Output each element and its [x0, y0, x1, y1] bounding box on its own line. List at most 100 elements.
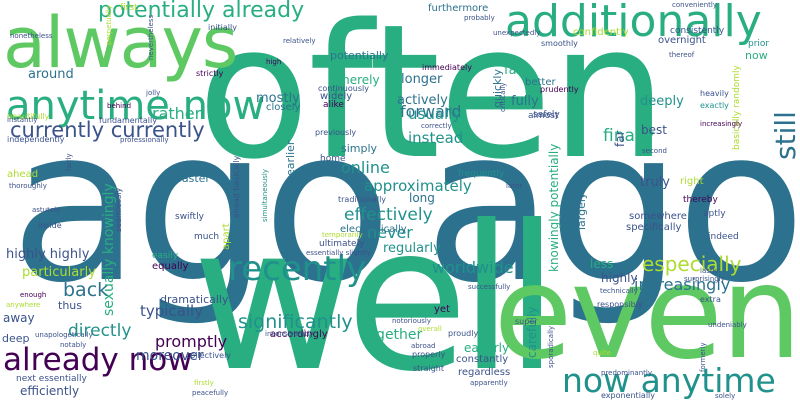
cloud-word: proudly: [448, 329, 479, 338]
cloud-word: unapologetically: [35, 331, 93, 339]
cloud-word: ultimately: [319, 239, 365, 249]
cloud-word: always: [3, 2, 238, 84]
cloud-word: predominantly: [601, 369, 652, 377]
cloud-word: deep: [2, 332, 30, 345]
cloud-word: later: [506, 182, 523, 190]
cloud-word: prior: [748, 39, 770, 49]
cloud-word: ahead basically: [232, 155, 241, 218]
cloud-word: never: [367, 223, 413, 242]
cloud-word: around: [28, 67, 74, 82]
cloud-word: moreover: [136, 348, 204, 364]
cloud-word: behind: [107, 102, 132, 110]
cloud-word: potentially already: [98, 0, 305, 23]
cloud-word: simply: [341, 142, 378, 155]
cloud-word: specifically: [626, 222, 682, 233]
cloud-word: alike: [323, 100, 344, 110]
cloud-word: instantly: [7, 116, 38, 124]
cloud-word: long: [409, 191, 435, 205]
cloud-word: deeply: [640, 94, 684, 109]
cloud-word: closely: [266, 102, 301, 113]
cloud-word: regardless: [458, 367, 511, 378]
cloud-word: somewhere: [629, 211, 687, 222]
cloud-word: continuously: [318, 84, 369, 93]
cloud-word: approximately: [364, 177, 472, 195]
cloud-word: sporadically: [547, 325, 555, 368]
cloud-word: rather: [152, 104, 202, 123]
cloud-word: frequently: [458, 169, 505, 179]
cloud-word: thoroughly: [9, 182, 47, 190]
cloud-word: efficiently: [20, 384, 80, 398]
cloud-word: equally: [152, 261, 189, 272]
cloud-word: responsibly: [597, 300, 643, 309]
cloud-word: perpetually: [105, 5, 113, 45]
cloud-word: successfully: [468, 283, 511, 291]
cloud-word: inconsistently: [265, 330, 314, 338]
cloud-word: home: [320, 154, 346, 164]
cloud-word: directly: [68, 321, 132, 341]
cloud-word: temporarily: [322, 231, 363, 239]
cloud-word: quite: [593, 349, 611, 357]
cloud-word: collectively: [186, 351, 232, 360]
cloud-word: effectively: [344, 205, 433, 225]
cloud-word: online: [341, 158, 390, 177]
cloud-word: undeniably: [708, 321, 747, 329]
cloud-word: apart: [221, 223, 232, 250]
cloud-word: firstly: [194, 379, 214, 387]
cloud-word: potentially: [330, 49, 389, 62]
cloud-word: lastly: [700, 267, 719, 275]
cloud-word: fully: [511, 94, 539, 109]
cloud-word: actively: [397, 93, 448, 108]
cloud-word: right: [680, 176, 704, 187]
cloud-word: significantly: [238, 311, 353, 333]
cloud-word: fundamentally: [99, 116, 157, 125]
cloud-word: anytime now: [6, 83, 266, 129]
cloud-word: beautifully: [7, 112, 50, 121]
cloud-word: instead: [408, 129, 464, 147]
cloud-word: abroad: [411, 342, 436, 350]
cloud-word: extra: [700, 295, 721, 304]
cloud-word: already now: [3, 342, 193, 378]
cloud-word: often: [197, 0, 668, 200]
cloud-word: exponentially: [601, 391, 655, 400]
cloud-word: immediately: [422, 63, 472, 72]
cloud-word: carefully: [525, 306, 539, 358]
cloud-word: astutely: [32, 206, 61, 214]
cloud-word: peacefully: [192, 389, 229, 397]
cloud-word: safely: [533, 110, 560, 120]
cloud-word: electronically: [340, 224, 407, 235]
cloud-word: confidently: [573, 27, 629, 38]
cloud-word: initially: [208, 23, 237, 32]
cloud-word: especially: [642, 252, 742, 276]
cloud-word: currently currently: [10, 118, 205, 142]
cloud-word: knowingly potentially: [547, 143, 561, 272]
cloud-word: longer: [401, 72, 443, 87]
cloud-word: seamlessly: [114, 187, 123, 232]
cloud-word: overnight: [658, 35, 706, 46]
cloud-word: next essentially: [16, 374, 87, 384]
cloud-word: additionally: [505, 0, 762, 47]
cloud-word: together: [362, 327, 423, 343]
cloud-word: truly: [640, 175, 670, 190]
cloud-word: simultaneously: [261, 168, 269, 222]
cloud-word: ahead: [7, 169, 39, 180]
cloud-word: overall: [418, 325, 442, 333]
cloud-word: inside: [38, 221, 62, 230]
cloud-word: away: [3, 311, 35, 325]
cloud-word: less: [590, 257, 614, 271]
cloud-word: forward: [400, 102, 462, 121]
cloud-word: surprisingly: [684, 275, 725, 283]
cloud-word: solely: [715, 392, 736, 400]
cloud-word: easily: [152, 251, 179, 261]
cloud-word: correctly: [421, 122, 452, 130]
cloud-word: previously: [315, 128, 357, 137]
cloud-word: mostly: [256, 91, 300, 106]
cloud-word: second: [642, 147, 667, 155]
cloud-word: notoriously: [392, 317, 432, 325]
cloud-word: jolly: [146, 89, 161, 97]
cloud-word: eagerly: [464, 341, 510, 355]
cloud-word: widely: [320, 91, 353, 102]
cloud-word: merely: [338, 73, 380, 87]
cloud-word: thus: [58, 299, 82, 312]
cloud-word: thereof: [669, 51, 695, 59]
cloud-word: aptly: [703, 209, 726, 219]
